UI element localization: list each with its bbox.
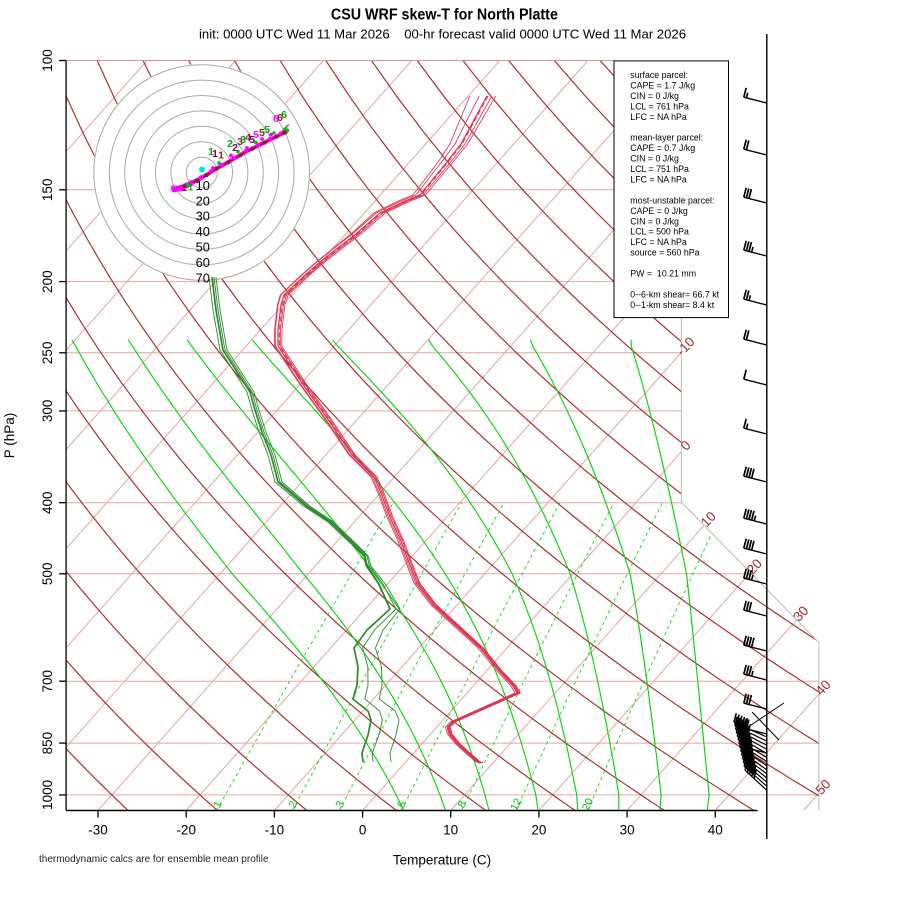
svg-text:400: 400 xyxy=(40,491,55,514)
svg-text:2: 2 xyxy=(287,799,300,810)
svg-text:CAPE = 0.7 J/kg: CAPE = 0.7 J/kg xyxy=(630,143,695,153)
svg-text:1: 1 xyxy=(182,183,187,193)
svg-text:thermodynamic calcs are for en: thermodynamic calcs are for ensemble mea… xyxy=(39,854,269,865)
svg-text:40: 40 xyxy=(196,224,210,239)
svg-text:-30: -30 xyxy=(88,823,108,838)
svg-text:most-unstable parcel:: most-unstable parcel: xyxy=(630,195,714,205)
svg-text:50: 50 xyxy=(196,240,210,255)
svg-text:CSU WRF skew-T for North Platt: CSU WRF skew-T for North Platte xyxy=(331,7,558,24)
svg-text:100: 100 xyxy=(40,49,55,72)
svg-text:0: 0 xyxy=(359,823,367,838)
svg-text:0--1-km shear= 8.4 kt: 0--1-km shear= 8.4 kt xyxy=(630,300,714,310)
svg-text:LCL = 761 hPa: LCL = 761 hPa xyxy=(630,101,689,111)
svg-text:6: 6 xyxy=(273,113,279,125)
svg-text:source = 560 hPa: source = 560 hPa xyxy=(630,248,699,258)
svg-text:CIN = 0 J/kg: CIN = 0 J/kg xyxy=(630,154,679,164)
svg-text:20: 20 xyxy=(580,796,596,812)
svg-text:40: 40 xyxy=(708,823,723,838)
svg-text:CAPE = 0 J/kg: CAPE = 0 J/kg xyxy=(630,206,688,216)
svg-text:20: 20 xyxy=(744,556,765,577)
svg-text:250: 250 xyxy=(40,342,55,365)
svg-text:10: 10 xyxy=(196,178,210,193)
svg-text:30: 30 xyxy=(620,823,635,838)
svg-text:5: 5 xyxy=(396,799,409,810)
svg-text:2: 2 xyxy=(232,142,238,154)
svg-text:5: 5 xyxy=(249,134,255,146)
svg-text:1: 1 xyxy=(208,146,214,158)
svg-text:10: 10 xyxy=(698,509,719,530)
svg-text:mean-layer parcel:: mean-layer parcel: xyxy=(630,133,703,143)
svg-text:1: 1 xyxy=(218,150,224,162)
svg-text:3: 3 xyxy=(334,799,347,810)
svg-text:150: 150 xyxy=(40,179,55,202)
svg-text:1: 1 xyxy=(211,799,224,810)
svg-text:50: 50 xyxy=(812,776,833,797)
svg-text:4: 4 xyxy=(245,132,251,144)
svg-text:LCL = 751 hPa: LCL = 751 hPa xyxy=(630,164,689,174)
svg-text:0--6-km shear= 66.7 kt: 0--6-km shear= 66.7 kt xyxy=(630,289,719,299)
svg-text:-20: -20 xyxy=(176,823,196,838)
svg-text:30: 30 xyxy=(196,209,210,224)
svg-text:3: 3 xyxy=(237,136,243,148)
svg-text:0.5: 0.5 xyxy=(171,184,184,194)
svg-text:1: 1 xyxy=(212,148,218,160)
svg-text:12: 12 xyxy=(509,796,525,812)
svg-text:10: 10 xyxy=(443,823,458,838)
svg-text:3: 3 xyxy=(240,134,246,146)
svg-text:init: 0000 UTC Wed 11 Mar 2026: init: 0000 UTC Wed 11 Mar 2026 00-hr for… xyxy=(199,27,686,42)
svg-text:70: 70 xyxy=(196,270,210,285)
svg-text:CIN = 0 J/kg: CIN = 0 J/kg xyxy=(630,91,679,101)
svg-text:LCL = 500 hPa: LCL = 500 hPa xyxy=(630,227,689,237)
svg-text:1000: 1000 xyxy=(40,780,55,810)
svg-text:500: 500 xyxy=(40,563,55,586)
svg-text:1: 1 xyxy=(188,183,193,193)
svg-text:850: 850 xyxy=(40,732,55,755)
svg-text:CAPE = 1.7 J/kg: CAPE = 1.7 J/kg xyxy=(630,81,695,91)
svg-text:20: 20 xyxy=(196,193,210,208)
svg-text:20: 20 xyxy=(531,823,546,838)
svg-text:700: 700 xyxy=(40,670,55,693)
svg-text:P (hPa): P (hPa) xyxy=(2,413,17,459)
svg-text:LFC = NA hPa: LFC = NA hPa xyxy=(630,175,687,185)
svg-text:PW = 10.21 mm: PW = 10.21 mm xyxy=(630,269,696,279)
svg-text:6: 6 xyxy=(281,109,287,121)
svg-text:30: 30 xyxy=(790,603,811,624)
svg-text:200: 200 xyxy=(40,270,55,293)
svg-text:5: 5 xyxy=(253,129,259,141)
svg-text:8: 8 xyxy=(456,799,469,810)
svg-text:CIN = 0 J/kg: CIN = 0 J/kg xyxy=(630,216,679,226)
svg-text:surface parcel:: surface parcel: xyxy=(630,70,688,80)
svg-text:2: 2 xyxy=(227,138,233,150)
svg-text:5: 5 xyxy=(264,124,270,136)
svg-text:-10: -10 xyxy=(265,823,285,838)
svg-text:60: 60 xyxy=(196,255,210,270)
svg-text:5: 5 xyxy=(259,127,265,139)
svg-text:LFC = NA hPa: LFC = NA hPa xyxy=(630,237,687,247)
svg-text:6: 6 xyxy=(277,112,283,124)
svg-text:LFC = NA hPa: LFC = NA hPa xyxy=(630,112,687,122)
svg-text:40: 40 xyxy=(812,677,833,698)
svg-text:Temperature (C): Temperature (C) xyxy=(393,853,491,868)
svg-text:300: 300 xyxy=(40,400,55,423)
